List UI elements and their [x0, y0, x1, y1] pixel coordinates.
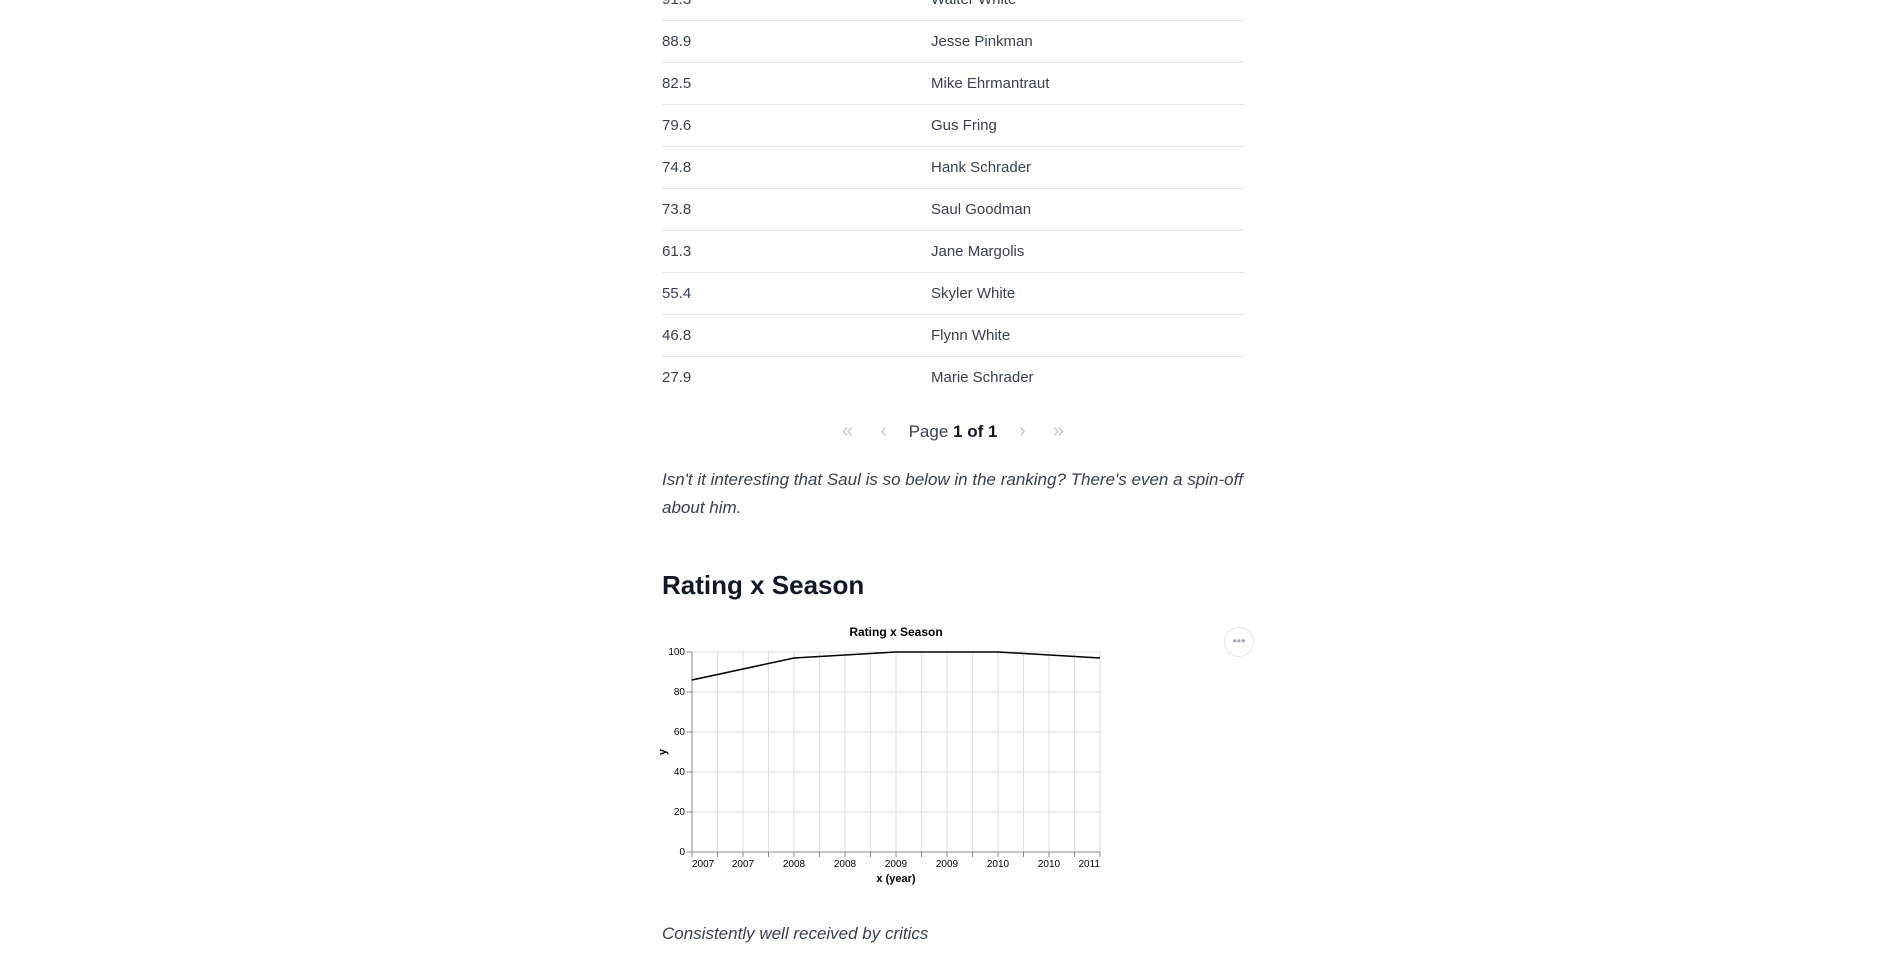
next-page-icon[interactable]: ›	[1019, 420, 1026, 442]
score-cell: 46.8	[662, 327, 692, 344]
table-row: 74.8 Hank Schrader	[662, 147, 1244, 189]
name-cell: Marie Schrader	[931, 369, 1034, 386]
name-cell: Gus Fring	[931, 117, 997, 134]
name-cell: Mike Ehrmantraut	[931, 75, 1050, 92]
name-cell: Saul Goodman	[931, 201, 1032, 218]
score-cell: 79.6	[662, 117, 692, 134]
table-row: 79.6 Gus Fring	[662, 105, 1244, 147]
score-cell: 91.3	[662, 0, 691, 8]
page-indicator: Page 1 of 1	[909, 422, 998, 442]
score-cell: 27.9	[662, 369, 692, 386]
score-cell: 88.9	[662, 33, 692, 50]
page-label: Page	[908, 421, 949, 441]
x-tick-label: 2010	[1038, 859, 1061, 870]
y-axis-title: y	[657, 748, 669, 755]
table-row: 27.9 Marie Schrader	[662, 357, 1244, 398]
first-page-icon[interactable]: «	[842, 420, 854, 442]
score-cell: 55.4	[662, 285, 692, 302]
name-cell: Hank Schrader	[931, 159, 1032, 176]
x-tick-label: 2010	[987, 859, 1010, 870]
y-tick-label: 0	[679, 847, 685, 858]
table-row: 73.8 Saul Goodman	[662, 189, 1244, 231]
score-cell: 82.5	[662, 75, 692, 92]
table-row: 91.3 Walter White	[662, 0, 1244, 21]
table-row: 88.9 Jesse Pinkman	[662, 21, 1244, 63]
chart-title: Rating x Season	[849, 625, 942, 639]
x-tick-label: 2009	[936, 859, 959, 870]
chart-caption: Consistently well received by critics	[662, 924, 929, 943]
commentary-paragraph: Isn't it interesting that Saul is so bel…	[662, 470, 1244, 517]
last-page-icon[interactable]: »	[1052, 420, 1064, 442]
name-cell: Jesse Pinkman	[931, 33, 1033, 50]
x-tick-label: 2008	[834, 859, 857, 870]
table-row: 55.4 Skyler White	[662, 273, 1244, 315]
y-tick-label: 20	[674, 807, 686, 818]
page-count: 1 of 1	[953, 421, 998, 441]
section-title: Rating x Season	[662, 570, 865, 600]
series-line	[691, 651, 1101, 681]
name-cell: Jane Margolis	[931, 243, 1025, 260]
x-tick-label: 2011	[1078, 859, 1100, 870]
table-row: 46.8 Flynn White	[662, 315, 1244, 357]
table-row: 82.5 Mike Ehrmantraut	[662, 63, 1244, 105]
x-tick-label: 2007	[732, 859, 755, 870]
rating-season-chart: 0 20 40 60 80 100 2007 2007 2008 2008 2009 2009 2010…	[657, 625, 1101, 885]
table-row: 61.3 Jane Margolis	[662, 231, 1244, 273]
pagination: « ‹ Page 1 of 1 › »	[662, 420, 1244, 443]
x-tick-label: 2009	[885, 859, 908, 870]
x-axis-title: x (year)	[876, 873, 915, 885]
x-tick-label: 2008	[783, 859, 806, 870]
y-tick-label: 80	[674, 687, 686, 698]
ranking-table: 91.3 Walter White 88.9 Jesse Pinkman 82.5 Mik…	[662, 0, 1244, 398]
x-tick-label: 2007	[692, 859, 715, 870]
y-tick-label: 100	[668, 647, 685, 658]
name-cell: Flynn White	[931, 327, 1011, 344]
previous-page-icon[interactable]: ‹	[880, 420, 887, 442]
more-horizontal-icon[interactable]: •••	[1224, 627, 1254, 657]
name-cell: Skyler White	[931, 285, 1016, 302]
score-cell: 73.8	[662, 201, 692, 218]
score-cell: 61.3	[662, 243, 692, 260]
y-tick-label: 60	[674, 727, 686, 738]
name-cell: Walter White	[931, 0, 1016, 8]
score-cell: 74.8	[662, 159, 692, 176]
y-tick-label: 40	[674, 767, 686, 778]
